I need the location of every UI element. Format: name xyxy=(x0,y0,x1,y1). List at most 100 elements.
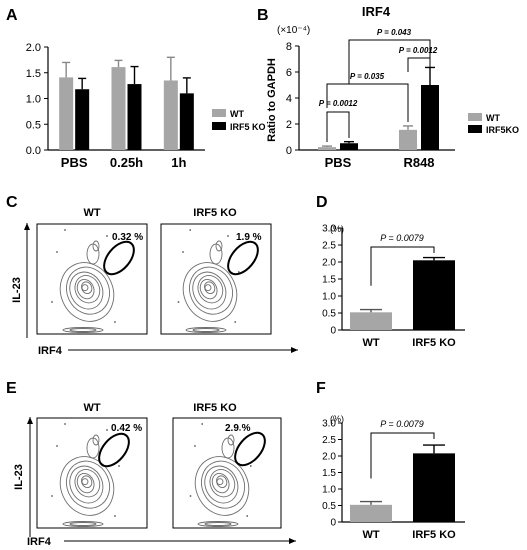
chart-b-unit: (×10⁻⁴) xyxy=(277,25,310,36)
flow-event-dot xyxy=(51,495,53,497)
flow-contour-line xyxy=(69,465,104,504)
flow-e-ko-title: IRF5 KO xyxy=(193,402,237,414)
flow-contour-line xyxy=(204,281,216,295)
flow-contour-line xyxy=(204,522,232,526)
chart-f-bar xyxy=(350,504,392,522)
chart-a-legend-swatch xyxy=(212,109,226,117)
chart-b-ylabel: Ratio to GAPDH xyxy=(266,58,278,142)
flow-event-dot xyxy=(189,229,192,231)
chart-f-ytick-label: 0.5 xyxy=(322,501,336,512)
flow-event-dot xyxy=(227,235,229,237)
chart-a-ytick-label: 1.5 xyxy=(26,68,41,80)
chart-f-significance-bracket xyxy=(370,432,435,479)
flow-contour-line xyxy=(81,281,93,295)
flow-contour-line xyxy=(59,262,115,322)
flow-event-dot xyxy=(114,321,116,323)
flow-event-dot xyxy=(212,417,214,419)
chart-b-legend-label: WT xyxy=(486,113,500,123)
chart-a-ytick-label: 2.0 xyxy=(26,42,41,54)
chart-b: IRF4 (×10⁻⁴) Ratio to GAPDH 0 2 4 6 8 PBS R848 P =… xyxy=(266,4,519,170)
flow-event-dot xyxy=(64,423,66,425)
flow-event-dot xyxy=(189,495,192,497)
flow-e-y-label: IL-23 xyxy=(13,464,25,490)
flow-contour-line xyxy=(192,271,227,310)
chart-f-ytick-label: 1.0 xyxy=(322,485,336,496)
flow-event-dot xyxy=(182,251,184,253)
chart-a-xtick-label: 0.25h xyxy=(110,155,143,170)
chart-a-legend-label: IRF5 KO xyxy=(230,122,266,132)
flow-event-dot xyxy=(234,321,237,323)
chart-d-ytick-label: 0.5 xyxy=(322,309,336,320)
panel-label-c: C xyxy=(6,194,18,211)
chart-b-ytick-label: 8 xyxy=(286,41,292,53)
flow-contour-line xyxy=(201,460,246,509)
chart-a-bar xyxy=(75,89,90,150)
flow-event-dot xyxy=(114,515,116,517)
flow-panel-e: WT IRF5 KO 0.42 % 2.9 % IL-23 IRF4 xyxy=(13,402,296,548)
flow-c-y-label: IL-23 xyxy=(11,277,23,303)
flow-contour-line xyxy=(204,284,212,292)
chart-d-ytick-label: 2.0 xyxy=(322,258,336,269)
flow-event-dot xyxy=(106,235,108,237)
flow-contour-line xyxy=(209,469,236,498)
chart-b-legend-swatch xyxy=(468,125,482,133)
flow-e-wt-gate xyxy=(98,432,130,468)
flow-event-dot xyxy=(201,423,204,425)
flow-e-wt-percent: 0.42 % xyxy=(111,423,142,434)
chart-b-ytick-label: 2 xyxy=(286,119,292,131)
chart-b-pvalue-label: P = 0.035 xyxy=(350,72,385,81)
flow-contour-line xyxy=(182,262,238,322)
flow-e-ko-contours xyxy=(189,417,252,527)
flow-c-ko-contours xyxy=(177,223,240,333)
chart-b-bar xyxy=(399,129,417,150)
flow-e-ko-percent: 2.9 % xyxy=(225,423,251,434)
chart-b-ytick-label: 6 xyxy=(286,67,292,79)
flow-c-ko-gate xyxy=(227,240,259,276)
flow-contour-line xyxy=(227,434,235,446)
flow-contour-line xyxy=(215,240,223,252)
flow-contour-line xyxy=(216,478,224,486)
flow-contour-line xyxy=(69,522,97,526)
flow-contour-line xyxy=(189,266,234,315)
flow-event-dot xyxy=(177,301,180,303)
chart-b-pvalue-label: P = 0.0012 xyxy=(399,46,438,55)
flow-contour-line xyxy=(199,278,218,300)
flow-e-wt-title: WT xyxy=(83,402,100,414)
chart-b-xtick-label: PBS xyxy=(325,155,352,170)
chart-b-significance-bracket xyxy=(326,111,350,142)
chart-f-pvalue-label: P = 0.0079 xyxy=(380,419,423,429)
chart-b-significance-bracket xyxy=(348,39,431,84)
chart-a-bar xyxy=(111,67,126,150)
chart-a-xtick-label: PBS xyxy=(61,155,88,170)
flow-contour-line xyxy=(74,275,101,304)
flow-c-wt-title: WT xyxy=(83,207,100,219)
flow-event-dot xyxy=(56,251,58,253)
flow-event-dot xyxy=(56,445,58,447)
chart-f-ytick-label: 2.5 xyxy=(322,435,336,446)
flow-contour-line xyxy=(62,521,104,527)
chart-d-ytick-label: 0 xyxy=(330,326,336,337)
flow-c-ko-percent: 1.9 % xyxy=(236,232,262,243)
flow-event-dot xyxy=(249,465,252,467)
chart-f-unit: (%) xyxy=(330,414,344,424)
flow-event-dot xyxy=(76,223,78,225)
panel-label-b: B xyxy=(257,7,269,24)
flow-c-ko-frame xyxy=(160,223,272,335)
flow-contour-line xyxy=(66,460,111,509)
chart-f: (%) 0 0.5 1.0 1.5 2.0 2.5 3.0 WT IRF5 KO P = 0.007… xyxy=(322,414,465,541)
flow-e-wt-contours xyxy=(51,417,120,527)
flow-contour-line xyxy=(92,240,100,252)
flow-contour-line xyxy=(185,327,227,333)
chart-d-ytick-label: 1.5 xyxy=(322,275,336,286)
chart-d-xtick-label: WT xyxy=(362,337,379,349)
chart-d-unit: (%) xyxy=(330,224,344,234)
chart-b-pvalue-label: P = 0.0012 xyxy=(319,99,358,108)
flow-contour-line xyxy=(81,284,89,292)
flow-e-wt-frame xyxy=(36,417,148,529)
flow-contour-line xyxy=(69,328,97,332)
chart-f-ytick-label: 0 xyxy=(330,518,336,529)
flow-contour-line xyxy=(81,475,93,489)
chart-d-bar xyxy=(350,312,392,330)
chart-d: (%) 0 0.5 1.0 1.5 2.0 2.5 3.0 WT IRF5 KO P = 0.007… xyxy=(322,224,465,349)
flow-event-dot xyxy=(239,429,241,431)
